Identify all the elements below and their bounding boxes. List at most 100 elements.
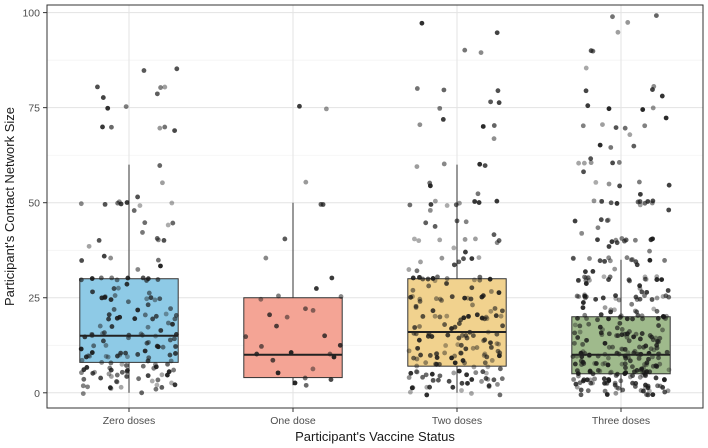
box-one-dose bbox=[243, 297, 343, 379]
data-point bbox=[622, 361, 628, 367]
data-point bbox=[140, 363, 146, 369]
data-point bbox=[597, 142, 603, 148]
data-point bbox=[633, 331, 639, 337]
data-point bbox=[640, 316, 645, 322]
data-point bbox=[639, 289, 645, 295]
data-point bbox=[114, 372, 120, 378]
data-point bbox=[469, 256, 475, 262]
data-point bbox=[105, 354, 111, 360]
data-point bbox=[412, 325, 418, 330]
data-point bbox=[607, 274, 613, 280]
data-point bbox=[90, 289, 95, 295]
data-point bbox=[637, 336, 643, 342]
data-point bbox=[608, 200, 614, 206]
data-point bbox=[173, 344, 178, 349]
data-point bbox=[435, 274, 440, 280]
data-point bbox=[654, 308, 660, 314]
data-point bbox=[602, 380, 607, 386]
data-point bbox=[145, 302, 151, 308]
data-point bbox=[619, 327, 625, 332]
data-point bbox=[608, 309, 614, 315]
data-point bbox=[440, 117, 446, 122]
data-point bbox=[580, 123, 586, 129]
data-point bbox=[263, 255, 269, 261]
data-point bbox=[155, 377, 161, 383]
data-point bbox=[653, 363, 659, 369]
data-point bbox=[437, 361, 442, 367]
data-point bbox=[595, 317, 600, 323]
data-point bbox=[619, 346, 625, 352]
data-point bbox=[494, 198, 500, 204]
data-point bbox=[491, 123, 497, 128]
data-point bbox=[449, 355, 454, 361]
data-point bbox=[597, 258, 603, 264]
data-point bbox=[414, 356, 420, 362]
data-point bbox=[458, 342, 464, 348]
data-point bbox=[167, 352, 173, 358]
data-point bbox=[154, 236, 160, 241]
data-point bbox=[462, 237, 468, 242]
data-point bbox=[159, 372, 165, 378]
data-point bbox=[624, 316, 630, 322]
data-point bbox=[666, 182, 672, 188]
data-point bbox=[328, 377, 334, 382]
data-point bbox=[323, 106, 329, 112]
data-point bbox=[470, 333, 476, 339]
data-point bbox=[657, 383, 663, 389]
data-point bbox=[90, 370, 96, 376]
data-point bbox=[606, 331, 612, 337]
data-point bbox=[498, 313, 504, 319]
data-point bbox=[572, 322, 578, 328]
data-point bbox=[479, 294, 485, 300]
data-point bbox=[267, 312, 272, 318]
data-point bbox=[303, 382, 309, 388]
x-tick-label: One dose bbox=[270, 415, 316, 427]
data-point bbox=[599, 198, 605, 204]
data-point bbox=[473, 370, 479, 376]
data-point bbox=[572, 361, 578, 367]
y-tick-label: 100 bbox=[22, 8, 40, 20]
data-point bbox=[627, 358, 633, 364]
data-point bbox=[473, 236, 478, 242]
data-point bbox=[437, 373, 443, 379]
data-point bbox=[474, 312, 480, 318]
data-point bbox=[487, 276, 493, 282]
data-point bbox=[417, 122, 423, 128]
data-point bbox=[164, 372, 170, 378]
y-axis-ticks: 0 25 50 75 100 bbox=[22, 8, 47, 400]
data-point bbox=[167, 337, 173, 343]
data-point bbox=[483, 370, 489, 376]
data-point bbox=[488, 344, 494, 350]
data-point bbox=[459, 333, 465, 338]
data-point bbox=[78, 346, 84, 352]
data-point bbox=[659, 277, 665, 283]
data-point bbox=[495, 88, 501, 94]
data-point bbox=[606, 255, 612, 261]
data-point bbox=[148, 295, 154, 301]
data-point bbox=[469, 285, 475, 291]
data-point bbox=[585, 388, 591, 394]
data-point bbox=[450, 384, 456, 390]
data-point bbox=[640, 388, 646, 394]
data-point bbox=[288, 350, 294, 355]
data-point bbox=[630, 316, 635, 322]
data-point bbox=[577, 323, 583, 329]
data-point bbox=[165, 361, 170, 367]
data-point bbox=[644, 360, 650, 366]
data-point bbox=[635, 199, 641, 205]
data-point bbox=[406, 267, 412, 272]
data-point bbox=[479, 379, 484, 384]
data-point bbox=[494, 331, 500, 337]
data-point bbox=[135, 307, 141, 313]
data-point bbox=[575, 371, 581, 377]
data-point bbox=[590, 371, 596, 377]
data-point bbox=[618, 313, 624, 319]
median-layer bbox=[79, 330, 671, 356]
data-point bbox=[469, 377, 475, 382]
data-point bbox=[613, 237, 619, 243]
data-point bbox=[243, 334, 249, 340]
data-point bbox=[497, 350, 503, 356]
data-point bbox=[81, 376, 87, 382]
data-point bbox=[124, 200, 130, 205]
data-point bbox=[144, 296, 150, 302]
